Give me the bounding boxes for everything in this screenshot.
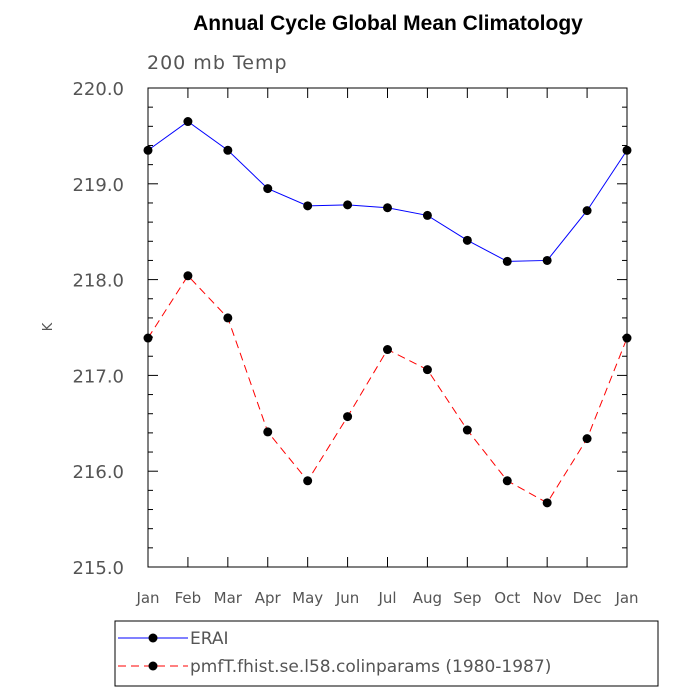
series-2-point	[582, 434, 592, 444]
series-1-point	[223, 145, 233, 155]
series-1-point	[343, 200, 353, 210]
series-1-point	[542, 255, 552, 265]
x-tick-label: Mar	[214, 589, 243, 607]
y-tick-label: 217.0	[72, 366, 124, 387]
y-tick-label: 220.0	[72, 79, 124, 100]
series-2-point	[542, 498, 552, 508]
series-1-point	[462, 235, 472, 245]
series-layer	[143, 117, 632, 508]
legend-label-2: pmfT.fhist.se.l58.colinparams (1980-1987…	[190, 657, 551, 677]
chart-title: Annual Cycle Global Mean Climatology	[193, 12, 583, 35]
series-2-point	[422, 365, 432, 375]
y-tick-label: 216.0	[72, 462, 124, 483]
series-1-point	[263, 184, 273, 194]
y-tick-label: 218.0	[72, 271, 124, 292]
series-2-point	[223, 313, 233, 323]
series-1-point	[183, 117, 193, 127]
series-2-point	[263, 427, 273, 437]
x-tick-label: Oct	[494, 589, 520, 607]
x-tick-label: Apr	[255, 589, 282, 607]
legend-label-1: ERAI	[190, 629, 229, 649]
series-1-point	[502, 256, 512, 266]
series-1-point	[582, 206, 592, 216]
series-1-point	[383, 203, 392, 213]
y-tick-label: 215.0	[72, 558, 124, 579]
x-tick-label: Sep	[453, 589, 481, 607]
series-2-point	[462, 425, 472, 435]
legend-marker-1	[148, 633, 158, 643]
x-tick-label: Jun	[335, 589, 359, 607]
legend: ERAI pmfT.fhist.se.l58.colinparams (1980-…	[114, 620, 659, 687]
series-2-point	[383, 345, 392, 355]
series-2-point	[183, 271, 193, 281]
x-tick-label: Jan	[614, 589, 638, 607]
series-2-point	[502, 476, 512, 486]
x-tick-label: May	[292, 589, 323, 607]
legend-marker-2	[148, 661, 158, 671]
x-tick-label: Dec	[573, 589, 602, 607]
x-tick-label: Nov	[533, 589, 562, 607]
series-line-2	[147, 274, 628, 504]
legend-box	[114, 620, 659, 687]
y-axis-label: K	[41, 322, 56, 331]
series-1-point	[422, 210, 432, 220]
series-2-point	[343, 412, 353, 422]
series-1-point	[303, 201, 313, 211]
plot-frame	[147, 87, 628, 568]
chart-subtitle: 200 mb Temp	[147, 52, 288, 74]
x-tick-label: Jan	[135, 589, 159, 607]
x-tick-label: Aug	[413, 589, 442, 607]
x-tick-label: Feb	[175, 589, 202, 607]
series-line-1	[147, 120, 628, 262]
x-tick-label: Jul	[377, 589, 396, 607]
y-tick-label: 219.0	[72, 175, 124, 196]
axis-ticks: 215.0 216.0 217.0 218.0 219.0 220.0 Jan Feb Mar A…	[72, 79, 638, 607]
series-2-point	[303, 476, 313, 486]
